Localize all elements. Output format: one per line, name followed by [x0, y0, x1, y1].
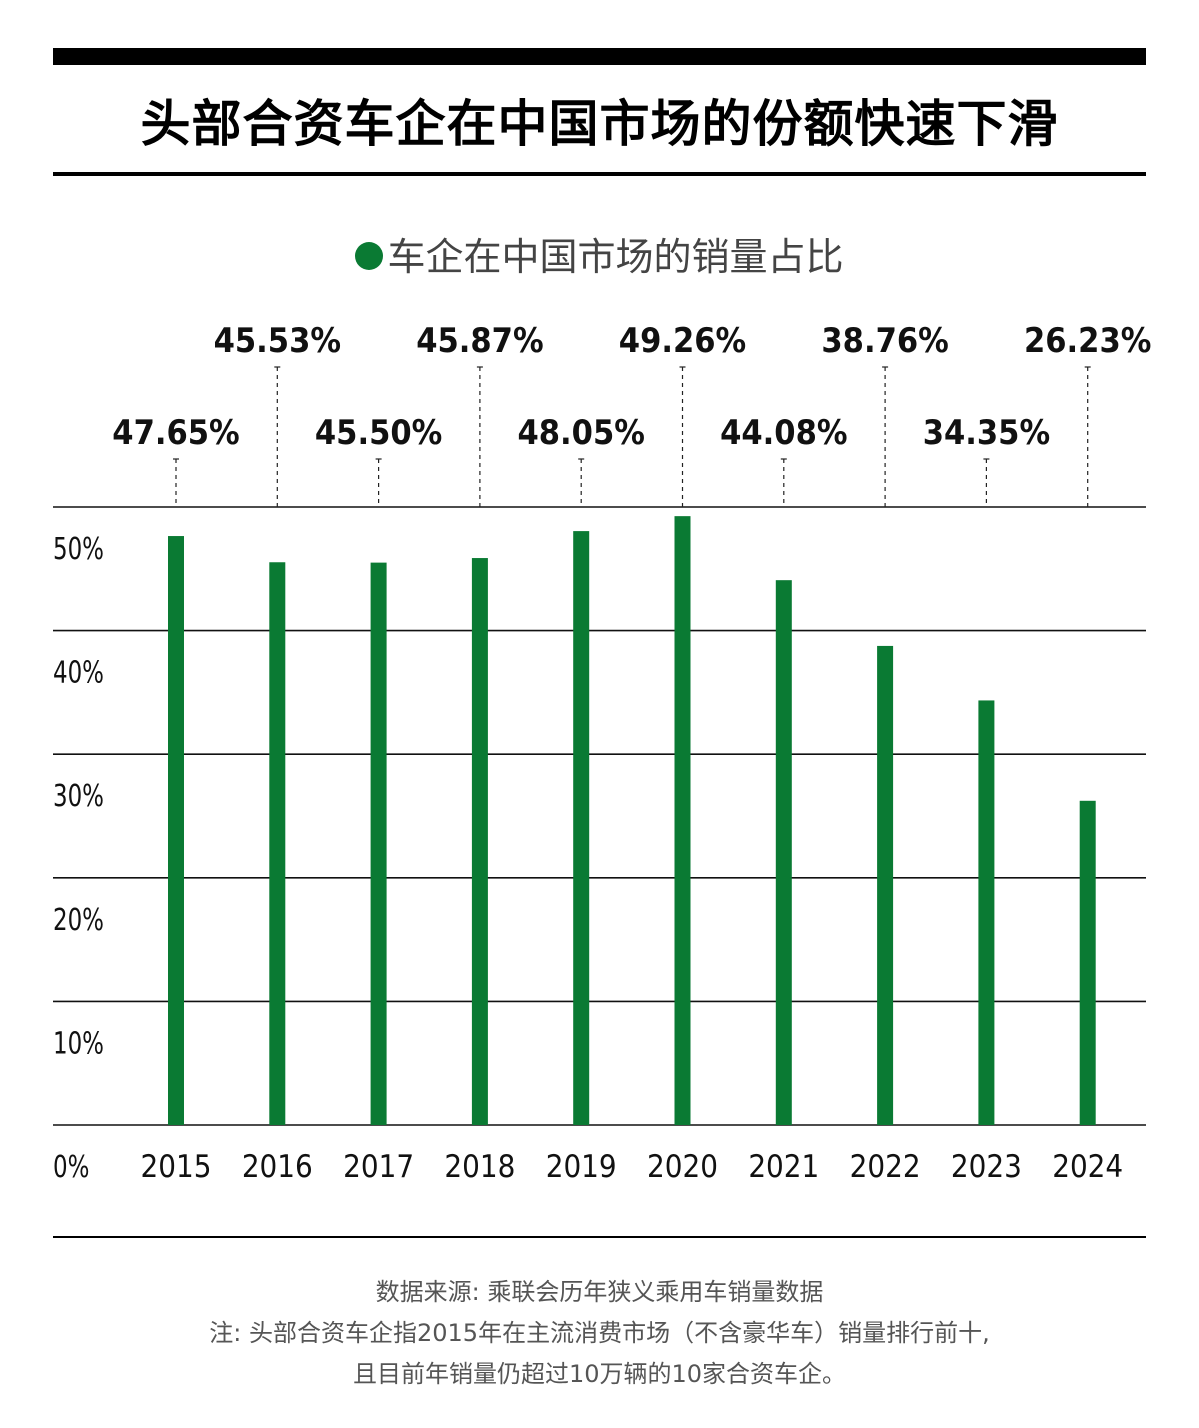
bar-2019 [573, 531, 590, 1125]
y-tick-label: 50% [53, 531, 104, 567]
x-tick-label: 2023 [951, 1149, 1022, 1185]
data-label: 45.87% [416, 321, 543, 361]
top-rule [53, 48, 1146, 65]
data-label: 45.53% [214, 321, 341, 361]
x-tick-label: 2024 [1052, 1149, 1123, 1185]
data-label: 26.23% [1024, 321, 1151, 361]
x-tick-label: 2022 [850, 1149, 921, 1185]
x-tick-label: 2021 [748, 1149, 819, 1185]
data-label: 49.26% [619, 321, 746, 361]
footnote-line-1: 注: 头部合资车企指2015年在主流消费市场（不含豪华车）销量排行前十, [209, 1319, 990, 1347]
bar-2015 [168, 536, 184, 1125]
data-label: 48.05% [517, 413, 644, 453]
bar-chart: 0% 10% 20% 30% 40% 50% 47.65% 2015 45.53% 2016 45.… [53, 321, 1151, 1185]
footnotes: 数据来源: 乘联会历年狭义乘用车销量数据 注: 头部合资车企指2015年在主流消… [0, 1272, 1199, 1395]
legend: 车企在中国市场的销量占比 [0, 226, 1199, 281]
x-tick-label: 2018 [444, 1149, 515, 1185]
bar-2021 [775, 580, 792, 1125]
bar-2020 [674, 516, 691, 1125]
title-rule [53, 172, 1146, 176]
source-note: 数据来源: 乘联会历年狭义乘用车销量数据 [375, 1278, 824, 1306]
bar-2024 [1079, 800, 1096, 1125]
bar-2022 [877, 645, 894, 1125]
legend-dot-icon [355, 241, 384, 270]
bar-2018 [471, 558, 488, 1125]
bar-2017 [370, 562, 387, 1125]
y-tick-label: 40% [53, 655, 104, 691]
x-tick-label: 2019 [546, 1149, 617, 1185]
chart-title: 头部合资车企在中国市场的份额快速下滑 [140, 95, 1059, 153]
bar-2023 [978, 700, 995, 1125]
y-tick-label: 0% [53, 1149, 89, 1185]
data-label: 38.76% [821, 321, 948, 361]
x-tick-label: 2015 [141, 1149, 212, 1185]
x-tick-label: 2020 [647, 1149, 718, 1185]
y-tick-label: 30% [53, 778, 104, 814]
y-tick-label: 10% [53, 1025, 104, 1061]
x-tick-label: 2017 [343, 1149, 414, 1185]
data-label: 34.35% [923, 413, 1050, 453]
legend-label: 车企在中国市场的销量占比 [387, 235, 844, 279]
data-label: 45.50% [315, 413, 442, 453]
data-label: 47.65% [112, 413, 239, 453]
bar-2016 [269, 562, 286, 1125]
data-label: 44.08% [720, 413, 847, 453]
y-tick-label: 20% [53, 902, 104, 938]
x-tick-label: 2016 [242, 1149, 313, 1185]
bottom-rule [53, 1236, 1146, 1238]
footnote-line-2: 且目前年销量仍超过10万辆的10家合资车企。 [352, 1360, 847, 1388]
